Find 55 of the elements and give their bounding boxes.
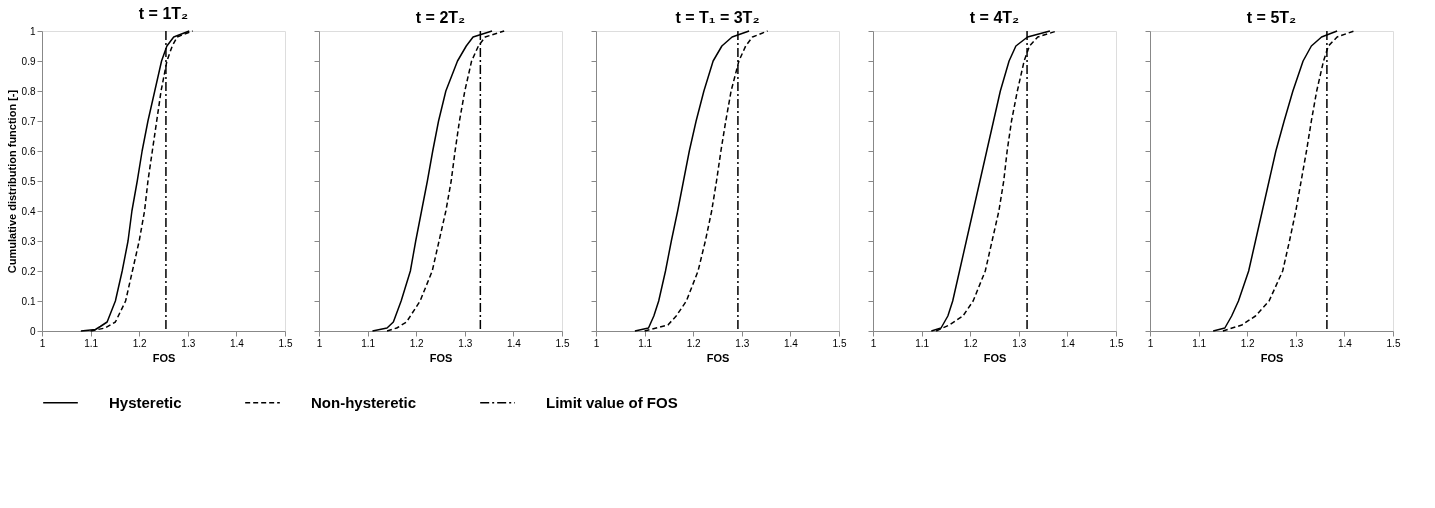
x-axis-title: FOS: [983, 351, 1007, 364]
x-tick-label: 1.4: [1337, 337, 1353, 349]
x-tick-label: 1: [39, 337, 46, 349]
chart-title: t = 1T₂: [138, 5, 189, 22]
y-tick-label: 0.1: [21, 295, 36, 307]
x-tick-label: 1.3: [458, 337, 473, 349]
x-tick-label: 1.5: [1386, 337, 1401, 349]
y-tick-label: 0: [29, 325, 36, 337]
x-axis-title: FOS: [152, 351, 176, 364]
x-tick-label: 1.2: [1240, 337, 1256, 349]
x-tick-label: 1.5: [1109, 337, 1124, 349]
x-tick-label: 1.4: [1060, 337, 1076, 349]
y-axis-title: Cumulative distribution function [-]: [5, 89, 18, 274]
y-tick-label: 1: [29, 25, 36, 37]
x-tick-label: 1.1: [361, 337, 376, 349]
x-tick-label: 1.4: [229, 337, 245, 349]
x-tick-label: 1.5: [278, 337, 293, 349]
chart-title: t = T₁ = 3T₂: [675, 9, 760, 27]
y-tick-label: 0.9: [21, 55, 36, 67]
y-tick-label: 0.8: [21, 85, 36, 97]
chart-title: t = 4T₂: [969, 9, 1020, 27]
x-tick-label: 1: [1147, 337, 1154, 349]
legend-label: Limit value of FOS: [546, 393, 678, 411]
x-tick-label: 1.3: [735, 337, 750, 349]
x-tick-label: 1.1: [638, 337, 653, 349]
x-tick-label: 1.4: [783, 337, 799, 349]
y-tick-label: 0.2: [21, 265, 36, 277]
chart-title: t = 5T₂: [1246, 9, 1297, 27]
x-tick-label: 1: [316, 337, 323, 349]
chart-title: t = 2T₂: [415, 9, 466, 27]
x-axis-title: FOS: [706, 351, 730, 364]
x-tick-label: 1.5: [555, 337, 570, 349]
x-tick-label: 1.2: [686, 337, 702, 349]
x-tick-label: 1: [593, 337, 600, 349]
x-tick-label: 1.2: [409, 337, 425, 349]
y-tick-label: 0.4: [21, 205, 36, 217]
x-tick-label: 1.2: [132, 337, 148, 349]
y-tick-label: 0.6: [21, 145, 36, 157]
x-tick-label: 1.1: [915, 337, 930, 349]
x-tick-label: 1: [870, 337, 877, 349]
y-tick-label: 0.3: [21, 235, 36, 247]
x-tick-label: 1.2: [963, 337, 979, 349]
x-tick-label: 1.3: [1289, 337, 1304, 349]
y-tick-label: 0.5: [21, 175, 36, 187]
x-tick-label: 1.1: [1192, 337, 1207, 349]
y-tick-label: 0.7: [21, 115, 36, 127]
legend-label: Non-hysteretic: [311, 393, 417, 411]
x-tick-label: 1.3: [1012, 337, 1027, 349]
x-tick-label: 1.3: [181, 337, 196, 349]
x-axis-title: FOS: [1260, 351, 1284, 364]
x-axis-title: FOS: [429, 351, 453, 364]
x-tick-label: 1.4: [506, 337, 522, 349]
x-tick-label: 1.5: [832, 337, 847, 349]
legend-label: Hysteretic: [109, 393, 182, 411]
x-tick-label: 1.1: [84, 337, 99, 349]
